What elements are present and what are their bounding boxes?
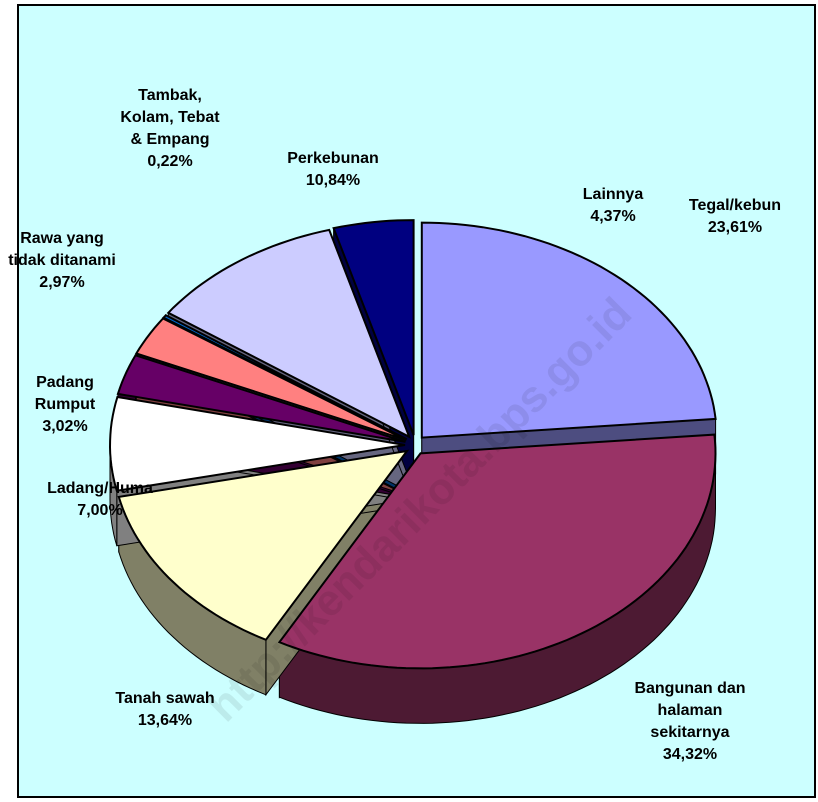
category-label: Rawa yang tidak ditanami: [8, 230, 116, 269]
value-label: 0,22%: [147, 153, 193, 170]
category-label: Tegal/kebun: [688, 197, 782, 214]
value-label: 7,00%: [77, 502, 123, 519]
value-label: 34,32%: [662, 746, 718, 763]
slice: [117, 449, 410, 642]
slice-label: Ladang/Huma 7,00%: [47, 478, 153, 522]
slice: [332, 219, 415, 436]
category-label: Ladang/Huma: [47, 480, 153, 497]
value-label: 23,61%: [707, 219, 763, 236]
category-label: Bangunan dan halaman sekitarnya: [634, 680, 746, 741]
category-label: Padang Rumput: [34, 374, 96, 413]
slice-label: Bangunan dan halaman sekitarnya 34,32%: [634, 678, 745, 766]
slice: [166, 228, 412, 439]
slice-label: Padang Rumput 3,02%: [35, 372, 95, 438]
slice: [108, 395, 406, 492]
slice-label: Rawa yang tidak ditanami 2,97%: [8, 228, 116, 294]
slice: [161, 313, 408, 441]
slice-label: Tambak, Kolam, Tebat & Empang 0,22%: [120, 85, 219, 173]
slice: [134, 317, 407, 442]
value-label: 2,97%: [39, 274, 85, 291]
slice-label: Tanah sawah 13,64%: [115, 688, 214, 732]
slice-label: Perkebunan 10,84%: [287, 148, 379, 192]
pie: [108, 219, 717, 724]
value-label: 13,64%: [137, 712, 193, 729]
category-label: Perkebunan: [287, 150, 379, 167]
value-label: 3,02%: [42, 418, 88, 435]
slice: [116, 354, 406, 443]
category-label: Tanah sawah: [115, 690, 215, 707]
value-label: 4,37%: [590, 208, 636, 225]
slice-label: Tegal/kebun 23,61%: [689, 195, 781, 239]
slice: [420, 221, 717, 439]
value-label: 10,84%: [305, 172, 361, 189]
slice-label: Lainnya 4,37%: [583, 184, 643, 228]
category-label: Tambak, Kolam, Tebat & Empang: [120, 87, 220, 148]
slice: [277, 433, 717, 670]
category-label: Lainnya: [582, 186, 644, 203]
